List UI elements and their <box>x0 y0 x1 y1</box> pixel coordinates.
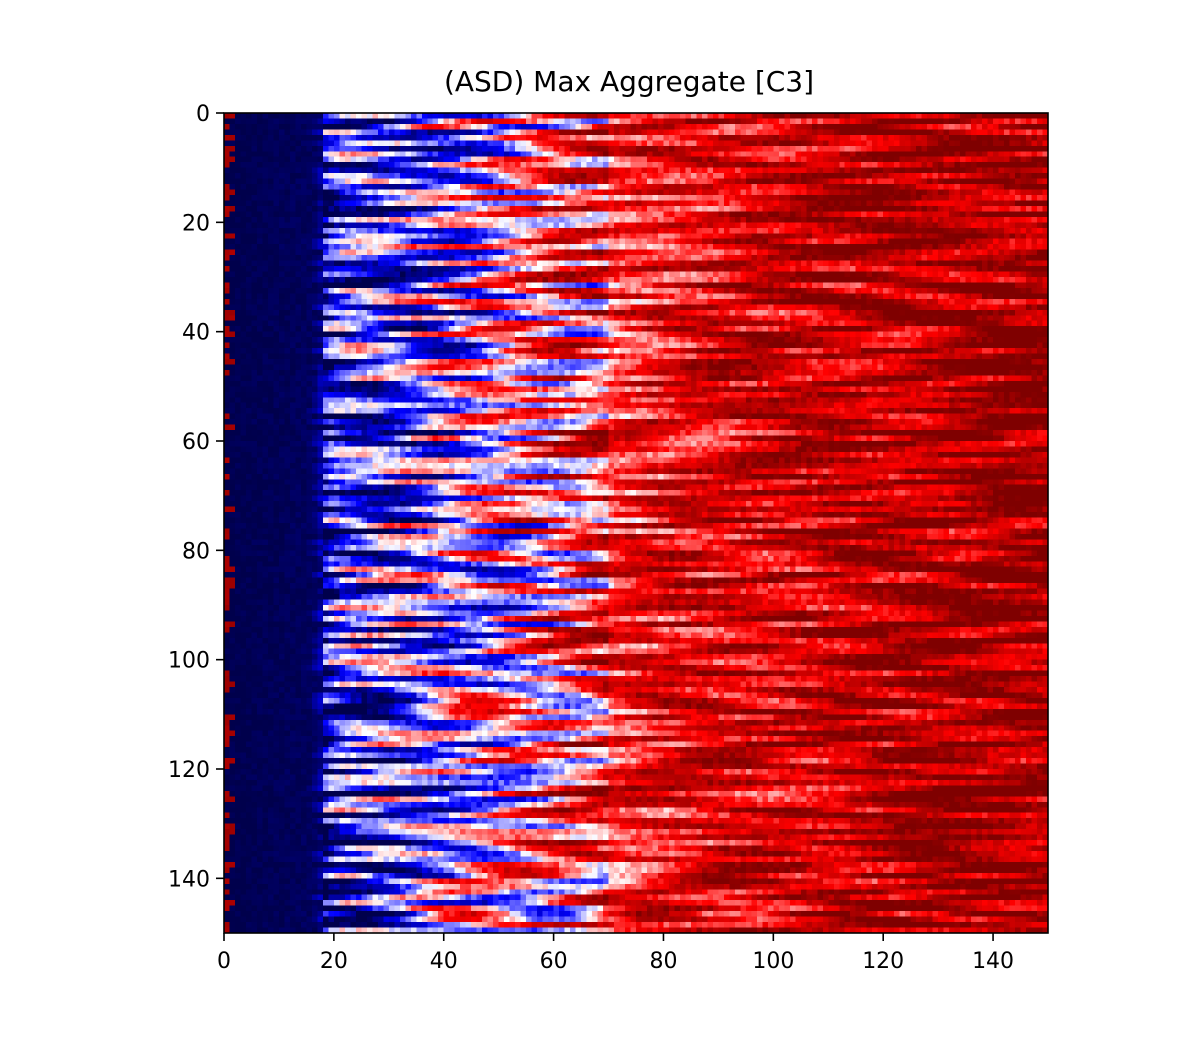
heatmap-canvas <box>224 113 1048 933</box>
y-tick-label: 140 <box>168 867 210 892</box>
y-tick-label: 60 <box>182 430 210 455</box>
y-tick-label: 0 <box>196 102 210 127</box>
y-tick-label: 80 <box>182 539 210 564</box>
x-axis: 0 20 40 60 80 100 120 140 <box>217 933 1014 974</box>
x-tick-label: 100 <box>752 949 794 974</box>
y-axis: 0 20 40 60 80 100 120 140 <box>168 102 224 892</box>
y-tick-label: 20 <box>182 211 210 236</box>
x-tick-label: 80 <box>649 949 677 974</box>
y-tick-label: 40 <box>182 321 210 346</box>
x-tick-label: 40 <box>430 949 458 974</box>
x-tick-label: 140 <box>972 949 1014 974</box>
x-tick-label: 20 <box>320 949 348 974</box>
x-tick-label: 0 <box>217 949 231 974</box>
plot-area <box>223 112 1049 934</box>
y-tick-label: 100 <box>168 649 210 674</box>
x-tick-label: 120 <box>862 949 904 974</box>
axes-frame <box>223 112 1049 934</box>
x-tick-label: 60 <box>540 949 568 974</box>
heatmap-image-container <box>224 113 1048 933</box>
chart-title: (ASD) Max Aggregate [C3] <box>444 65 814 98</box>
y-tick-label: 120 <box>168 758 210 783</box>
